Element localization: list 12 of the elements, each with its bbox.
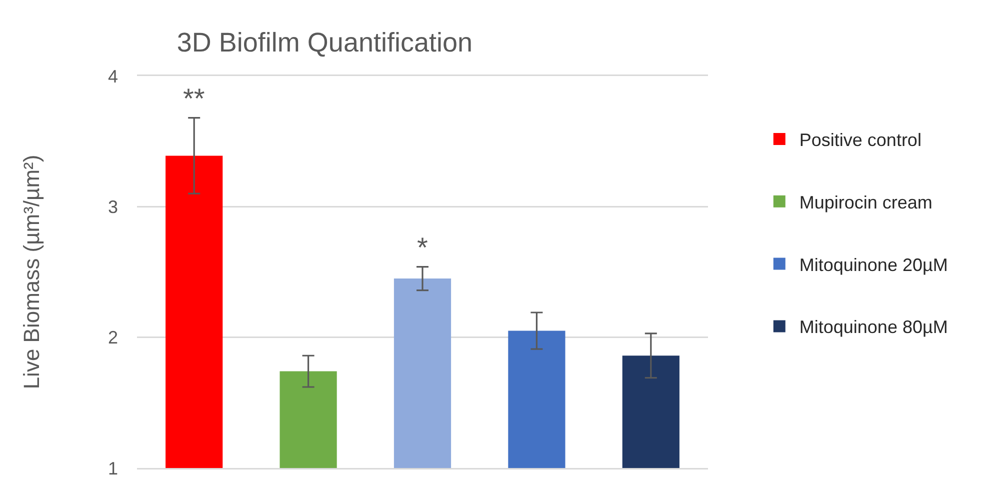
data-label: *	[417, 232, 428, 263]
y-tick-label: 3	[108, 196, 118, 217]
chart-title: 3D Biofilm Quantification	[176, 27, 473, 58]
legend-label: Mitoquinone 20µM	[799, 254, 948, 275]
y-tick-label: 4	[108, 66, 118, 86]
legend-label: Positive control	[799, 130, 922, 150]
legend-label: Mitoquinone 80µM	[799, 317, 948, 338]
y-axis-title: Live Biomass (µm³/µm²)	[18, 154, 44, 390]
data-label: **	[183, 83, 205, 114]
y-tick-label: 1	[108, 458, 118, 478]
y-tick-label: 2	[108, 328, 118, 348]
legend-label: Mupirocin cream	[799, 192, 932, 212]
